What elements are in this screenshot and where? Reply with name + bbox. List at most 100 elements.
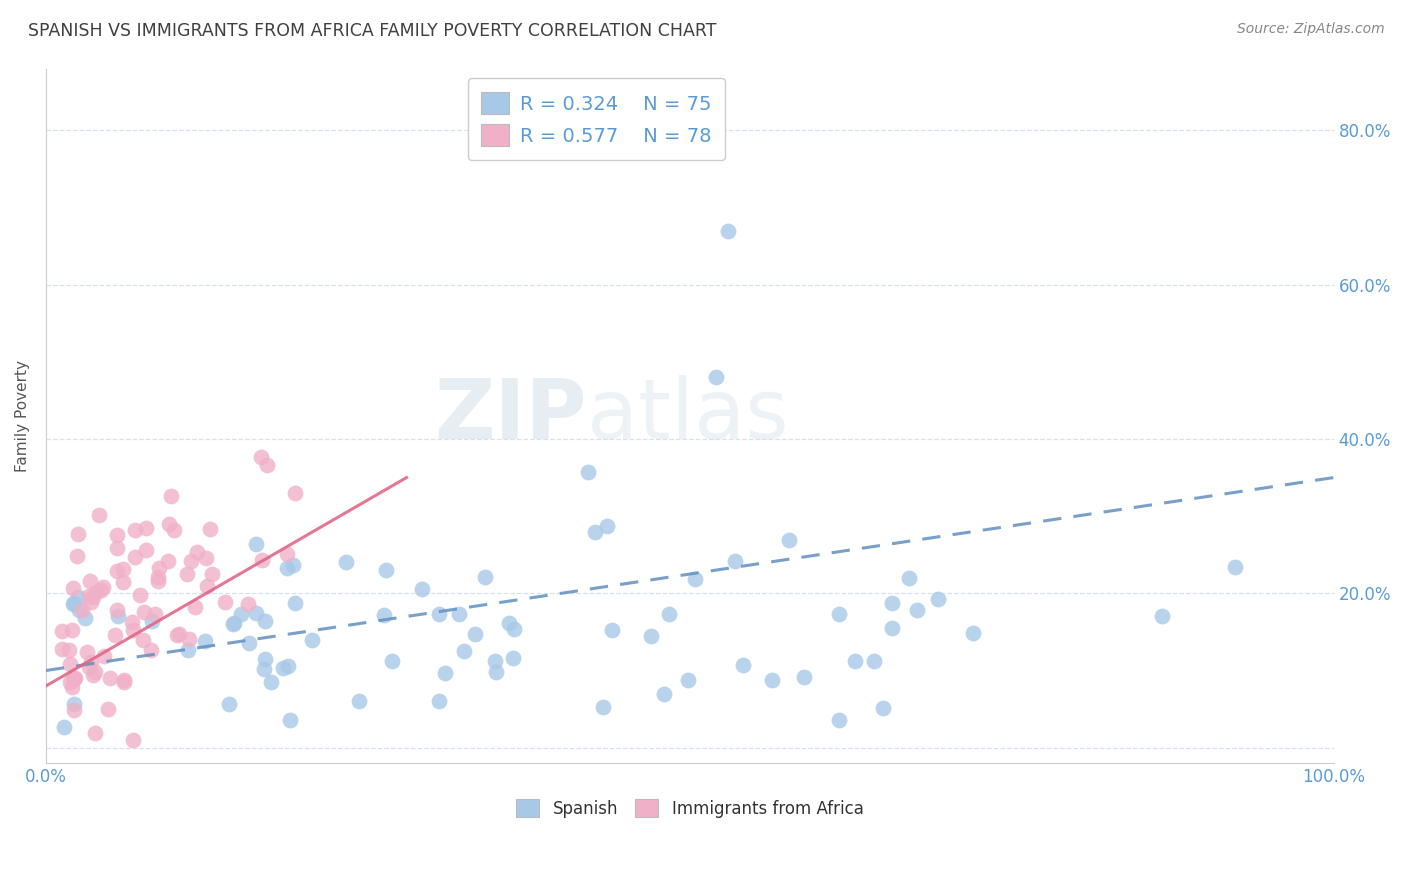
- Point: [107, 609, 129, 624]
- Point: [498, 616, 520, 631]
- Point: [373, 607, 395, 622]
- Point: [271, 661, 294, 675]
- Y-axis label: Family Poverty: Family Poverty: [15, 359, 30, 472]
- Point: [112, 673, 135, 688]
- Point: [105, 528, 128, 542]
- Point: [201, 566, 224, 581]
- Text: SPANISH VS IMMIGRANTS FROM AFRICA FAMILY POVERTY CORRELATION CHART: SPANISH VS IMMIGRANTS FROM AFRICA FAMILY…: [28, 22, 717, 40]
- Text: ZIP: ZIP: [434, 376, 586, 457]
- Point: [93, 649, 115, 664]
- Point: [131, 632, 153, 647]
- Point: [222, 615, 245, 630]
- Point: [82, 668, 104, 682]
- Point: [63, 671, 86, 685]
- Point: [335, 555, 357, 569]
- Point: [146, 570, 169, 584]
- Point: [411, 582, 433, 596]
- Point: [112, 674, 135, 689]
- Point: [197, 579, 219, 593]
- Point: [198, 522, 221, 536]
- Point: [148, 561, 170, 575]
- Point: [98, 671, 121, 685]
- Point: [122, 623, 145, 637]
- Point: [214, 594, 236, 608]
- Point: [63, 672, 86, 686]
- Point: [1223, 559, 1246, 574]
- Point: [381, 654, 404, 668]
- Point: [793, 670, 815, 684]
- Point: [124, 523, 146, 537]
- Point: [583, 524, 606, 539]
- Point: [250, 552, 273, 566]
- Point: [683, 572, 706, 586]
- Point: [277, 659, 299, 673]
- Point: [80, 595, 103, 609]
- Point: [63, 697, 86, 711]
- Point: [592, 700, 614, 714]
- Point: [79, 574, 101, 588]
- Point: [704, 370, 727, 384]
- Point: [897, 571, 920, 585]
- Point: [880, 621, 903, 635]
- Point: [146, 574, 169, 588]
- Point: [828, 713, 851, 727]
- Point: [863, 655, 886, 669]
- Point: [828, 607, 851, 621]
- Point: [60, 623, 83, 637]
- Point: [484, 654, 506, 668]
- Point: [63, 671, 86, 685]
- Point: [596, 518, 619, 533]
- Point: [184, 599, 207, 614]
- Point: [717, 224, 740, 238]
- Point: [844, 654, 866, 668]
- Point: [157, 553, 180, 567]
- Point: [194, 634, 217, 648]
- Point: [761, 673, 783, 687]
- Point: [176, 566, 198, 581]
- Point: [86, 585, 108, 599]
- Point: [962, 626, 984, 640]
- Point: [79, 660, 101, 674]
- Point: [503, 623, 526, 637]
- Point: [112, 574, 135, 589]
- Point: [62, 582, 84, 596]
- Point: [658, 607, 681, 622]
- Point: [676, 673, 699, 688]
- Point: [284, 596, 307, 610]
- Point: [249, 450, 271, 465]
- Point: [1150, 609, 1173, 624]
- Point: [89, 508, 111, 523]
- Point: [141, 614, 163, 628]
- Point: [434, 666, 457, 681]
- Point: [222, 617, 245, 632]
- Point: [576, 465, 599, 479]
- Point: [253, 652, 276, 666]
- Point: [60, 680, 83, 694]
- Point: [238, 636, 260, 650]
- Point: [163, 523, 186, 537]
- Text: atlas: atlas: [586, 376, 789, 457]
- Point: [141, 643, 163, 657]
- Point: [105, 541, 128, 556]
- Point: [375, 564, 398, 578]
- Point: [253, 662, 276, 676]
- Point: [427, 607, 450, 621]
- Legend: Spanish, Immigrants from Africa: Spanish, Immigrants from Africa: [509, 793, 870, 824]
- Point: [97, 702, 120, 716]
- Point: [502, 650, 524, 665]
- Point: [177, 632, 200, 646]
- Point: [218, 697, 240, 711]
- Point: [124, 549, 146, 564]
- Point: [80, 655, 103, 669]
- Point: [186, 545, 208, 559]
- Point: [143, 607, 166, 622]
- Point: [260, 674, 283, 689]
- Point: [66, 549, 89, 563]
- Point: [301, 632, 323, 647]
- Point: [349, 694, 371, 708]
- Point: [180, 554, 202, 568]
- Point: [73, 611, 96, 625]
- Point: [427, 694, 450, 708]
- Point: [51, 624, 73, 639]
- Point: [176, 643, 198, 657]
